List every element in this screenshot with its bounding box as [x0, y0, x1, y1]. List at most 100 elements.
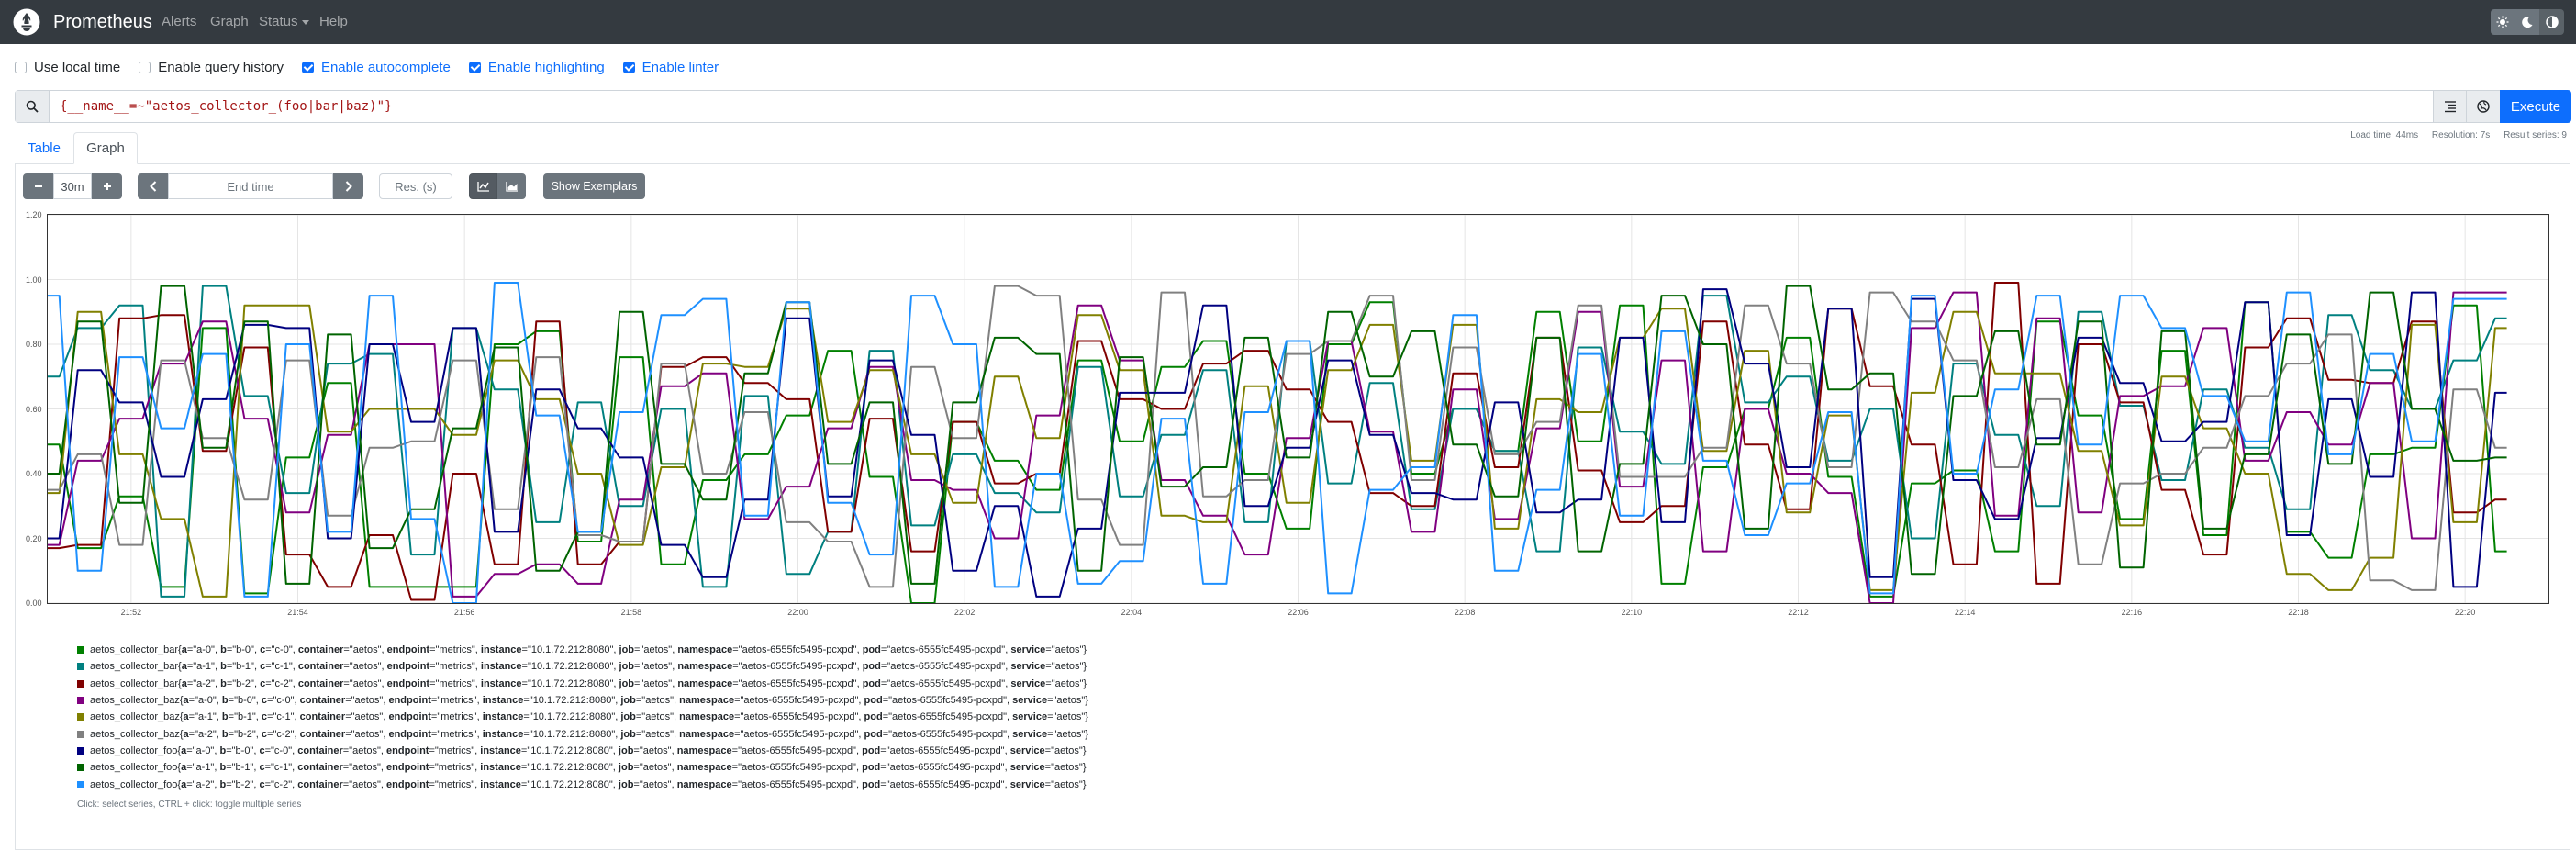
query-history-label: Enable query history	[158, 59, 284, 75]
end-time-input[interactable]: End time	[168, 173, 333, 199]
x-tick-label: 22:20	[2454, 608, 2476, 617]
light-theme-button[interactable]	[2491, 9, 2515, 35]
linter-option[interactable]: Enable linter	[622, 59, 719, 75]
previous-time-button[interactable]	[138, 173, 168, 199]
theme-switcher	[2491, 9, 2564, 35]
y-tick-label: 0.40	[26, 469, 42, 478]
use-local-time-checkbox[interactable]	[15, 61, 27, 73]
x-tick-label: 22:02	[953, 608, 976, 617]
increase-range-button[interactable]	[92, 173, 122, 199]
legend-item[interactable]: aetos_collector_foo{a="a-2", b="b-2", c=…	[77, 776, 1088, 792]
nav-help[interactable]: Help	[319, 14, 348, 29]
legend-swatch	[77, 679, 84, 688]
x-tick-label: 21:56	[453, 608, 475, 617]
autocomplete-checkbox[interactable]	[301, 61, 314, 73]
nav-status-label: Status	[259, 14, 298, 29]
next-time-button[interactable]	[333, 173, 363, 199]
x-tick-label: 21:54	[287, 608, 308, 617]
time-series-chart[interactable]	[48, 215, 2548, 603]
legend-label: aetos_collector_foo{a="a-2", b="b-2", c=…	[90, 778, 1087, 790]
highlighting-option[interactable]: Enable highlighting	[468, 60, 605, 75]
y-tick-label: 1.20	[26, 210, 42, 219]
query-history-checkbox[interactable]	[139, 61, 151, 73]
auto-theme-button[interactable]	[2539, 9, 2564, 35]
x-tick-label: 22:12	[1788, 608, 1809, 617]
series-line-7[interactable]	[48, 285, 2507, 585]
stacked-chart-button[interactable]	[497, 173, 526, 199]
line-chart-icon	[476, 182, 489, 192]
legend-item[interactable]: aetos_collector_bar{a="a-1", b="b-1", c=…	[77, 658, 1088, 675]
query-history-option[interactable]: Enable query history	[139, 60, 284, 75]
decrease-range-button[interactable]	[23, 173, 53, 199]
format-expression-button[interactable]	[2433, 91, 2467, 122]
series-line-4[interactable]	[48, 304, 2507, 598]
resolution-input[interactable]: Res. (s)	[379, 173, 452, 199]
globe-icon	[2477, 100, 2490, 113]
panel-tabs: Table Graph	[15, 132, 2570, 164]
x-tick-label: 21:58	[620, 608, 642, 617]
linter-label: Enable linter	[641, 59, 719, 75]
legend-item[interactable]: aetos_collector_foo{a="a-1", b="b-1", c=…	[77, 759, 1088, 776]
legend-swatch	[77, 646, 84, 654]
legend-label: aetos_collector_baz{a="a-0", b="b-0", c=…	[90, 695, 1088, 707]
use-local-time-label: Use local time	[34, 59, 121, 75]
load-time: Load time: 44ms	[2350, 130, 2419, 140]
x-tick-label: 22:04	[1121, 608, 1143, 617]
x-tick-label: 22:08	[1454, 608, 1476, 617]
y-tick-label: 0.80	[26, 340, 42, 349]
legend-label: aetos_collector_bar{a="a-1", b="b-1", c=…	[90, 661, 1087, 673]
legend-item[interactable]: aetos_collector_baz{a="a-0", b="b-0", c=…	[77, 692, 1088, 709]
tab-table[interactable]: Table	[28, 140, 61, 156]
brand-title[interactable]: Prometheus	[53, 12, 152, 32]
show-exemplars-button[interactable]: Show Exemplars	[543, 173, 645, 199]
series-line-5[interactable]	[48, 285, 2507, 591]
series-line-2[interactable]	[48, 282, 2507, 601]
area-chart-icon	[505, 182, 518, 192]
x-tick-label: 22:06	[1288, 608, 1309, 617]
x-tick-label: 22:14	[1954, 608, 1976, 617]
range-input[interactable]: 30m	[53, 173, 92, 199]
expression-input-group: {__name__=~"aetos_collector_(foo|bar|baz…	[15, 90, 2570, 123]
x-tick-label: 22:10	[1621, 608, 1643, 617]
execute-button[interactable]: Execute	[2500, 90, 2571, 123]
unstacked-chart-button[interactable]	[469, 173, 497, 199]
x-tick-label: 22:00	[787, 608, 808, 617]
x-tick-label: 21:52	[120, 608, 142, 617]
series-line-3[interactable]	[48, 291, 2507, 603]
minus-icon	[34, 185, 42, 187]
legend-help-text: Click: select series, CTRL + click: togg…	[77, 800, 302, 810]
nav-alerts[interactable]: Alerts	[162, 14, 197, 29]
prometheus-logo-icon[interactable]	[13, 8, 40, 36]
tab-graph[interactable]: Graph	[73, 132, 138, 164]
use-local-time-option[interactable]: Use local time	[15, 60, 120, 75]
legend-swatch	[77, 663, 84, 671]
y-tick-label: 0.00	[26, 598, 42, 608]
autocomplete-label: Enable autocomplete	[320, 59, 451, 75]
dark-theme-button[interactable]	[2515, 9, 2540, 35]
legend-item[interactable]: aetos_collector_bar{a="a-2", b="b-2", c=…	[77, 676, 1088, 692]
legend-item[interactable]: aetos_collector_bar{a="a-0", b="b-0", c=…	[77, 642, 1088, 658]
legend-label: aetos_collector_baz{a="a-1", b="b-1", c=…	[90, 711, 1088, 723]
expression-input[interactable]: {__name__=~"aetos_collector_(foo|bar|baz…	[60, 99, 393, 114]
query-stats: Load time: 44ms Resolution: 7s Result se…	[2339, 130, 2567, 140]
result-series-stat: Result series: 9	[2504, 130, 2567, 140]
search-icon	[26, 100, 39, 113]
chevron-left-icon	[149, 181, 156, 192]
resolution-stat: Resolution: 7s	[2431, 130, 2491, 140]
legend-label: aetos_collector_bar{a="a-0", b="b-0", c=…	[90, 644, 1087, 656]
nav-graph[interactable]: Graph	[210, 14, 249, 29]
top-navbar: Prometheus Alerts Graph Status Help	[0, 0, 2576, 44]
series-line-6[interactable]	[48, 288, 2507, 598]
series-line-0[interactable]	[48, 301, 2507, 603]
nav-status-dropdown[interactable]: Status	[259, 14, 309, 30]
legend-item[interactable]: aetos_collector_baz{a="a-1", b="b-1", c=…	[77, 709, 1088, 725]
legend-swatch	[77, 764, 84, 772]
linter-checkbox[interactable]	[622, 61, 635, 73]
legend-label: aetos_collector_baz{a="a-2", b="b-2", c=…	[90, 728, 1088, 740]
series-line-8[interactable]	[48, 282, 2507, 603]
highlighting-checkbox[interactable]	[468, 61, 481, 73]
metrics-explorer-button[interactable]	[2466, 91, 2500, 122]
legend-item[interactable]: aetos_collector_foo{a="a-0", b="b-0", c=…	[77, 743, 1088, 759]
autocomplete-option[interactable]: Enable autocomplete	[301, 59, 451, 75]
legend-item[interactable]: aetos_collector_baz{a="a-2", b="b-2", c=…	[77, 725, 1088, 742]
